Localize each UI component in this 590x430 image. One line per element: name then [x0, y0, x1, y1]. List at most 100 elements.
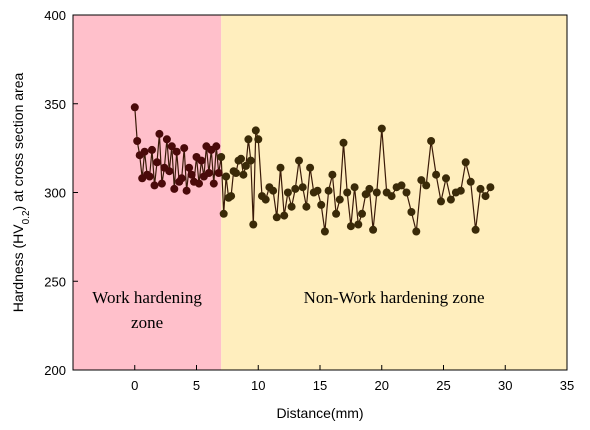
data-point [212, 142, 221, 151]
y-tick-label: 300 [44, 186, 66, 201]
y-axis-label-rest: ) at cross section area [10, 73, 26, 211]
data-point [317, 200, 326, 209]
data-point [350, 183, 359, 192]
y-tick-label: 200 [44, 363, 66, 378]
data-point [332, 209, 341, 218]
data-point [197, 156, 206, 165]
data-point [249, 220, 258, 229]
data-point [162, 135, 171, 144]
data-point [324, 186, 333, 195]
zone-label-1-line-1: Work hardening [92, 288, 202, 307]
data-point [244, 135, 253, 144]
x-axis-label: Distance(mm) [276, 405, 363, 421]
data-point [155, 129, 164, 138]
y-tick-label: 350 [44, 97, 66, 112]
data-point [283, 188, 292, 197]
data-point [365, 184, 374, 193]
data-point [387, 192, 396, 201]
data-point [195, 179, 203, 188]
data-point [287, 202, 296, 211]
data-point [214, 169, 223, 177]
data-point [407, 208, 416, 216]
data-point [335, 195, 344, 204]
data-point [427, 137, 436, 145]
x-tick-label: 20 [375, 378, 389, 393]
data-point [377, 124, 386, 133]
data-point [261, 195, 270, 204]
data-point [172, 147, 181, 156]
data-point [346, 222, 355, 231]
data-point [246, 156, 255, 165]
data-point [295, 156, 303, 165]
data-point [320, 227, 329, 236]
data-point [313, 186, 322, 195]
y-axis-label-subscript: 0.2 [21, 210, 32, 224]
data-point [237, 154, 245, 163]
data-point [157, 179, 166, 188]
data-point [354, 220, 363, 229]
data-point [280, 211, 289, 220]
zone-label-1-line-2: zone [131, 313, 163, 332]
data-point [417, 176, 426, 185]
zone-labels: Work hardening zone Non-Work hardening zon… [92, 288, 484, 332]
data-point [153, 158, 161, 167]
data-point [165, 167, 174, 176]
data-point [204, 169, 213, 177]
data-point [481, 192, 490, 201]
axis-ticks: 0 5 10 15 20 25 30 35 200 250 300 350 400 [44, 8, 574, 393]
data-point [397, 181, 406, 190]
data-point [177, 174, 186, 183]
data-point [148, 145, 156, 154]
data-point [402, 188, 411, 197]
y-tick-label: 400 [44, 8, 66, 23]
data-point [442, 174, 450, 183]
data-point [185, 163, 194, 172]
data-point [372, 188, 381, 197]
y-tick-label: 250 [44, 274, 66, 289]
data-point [486, 183, 495, 192]
data-point [217, 153, 226, 161]
data-point [180, 144, 189, 153]
data-point [456, 186, 465, 195]
zone-label-2-line-1: Non-Work hardening zone [304, 288, 485, 307]
data-point [339, 138, 348, 147]
data-point [276, 163, 285, 172]
x-tick-label: 0 [131, 378, 138, 393]
x-tick-label: 10 [251, 378, 265, 393]
data-point [343, 188, 352, 197]
data-series [130, 103, 495, 236]
data-point [328, 170, 337, 179]
data-point [269, 186, 278, 195]
series-line [134, 107, 491, 232]
data-point [140, 147, 149, 156]
data-point [437, 197, 445, 206]
data-point [422, 181, 431, 190]
data-point [227, 192, 236, 201]
data-point [432, 170, 441, 179]
x-tick-label: 35 [560, 378, 574, 393]
data-point [222, 172, 231, 181]
x-tick-label: 25 [436, 378, 450, 393]
data-point [130, 103, 139, 112]
data-point [150, 181, 159, 190]
data-point [471, 225, 480, 234]
data-point [412, 227, 421, 236]
data-point [232, 169, 240, 177]
data-point [170, 184, 179, 193]
data-point [182, 186, 191, 195]
data-point [239, 170, 248, 179]
data-point [306, 163, 315, 172]
y-axis-label: Hardness (HV0.2) at cross section area [10, 73, 32, 313]
data-point [187, 170, 196, 179]
zone-background-1 [73, 15, 222, 370]
data-point [461, 158, 470, 167]
data-point [209, 179, 218, 188]
data-point [369, 225, 378, 234]
data-point [133, 137, 142, 145]
data-point [302, 202, 311, 211]
x-tick-label: 5 [193, 378, 200, 393]
data-point [358, 209, 366, 218]
x-tick-label: 30 [498, 378, 512, 393]
data-point [219, 209, 228, 218]
